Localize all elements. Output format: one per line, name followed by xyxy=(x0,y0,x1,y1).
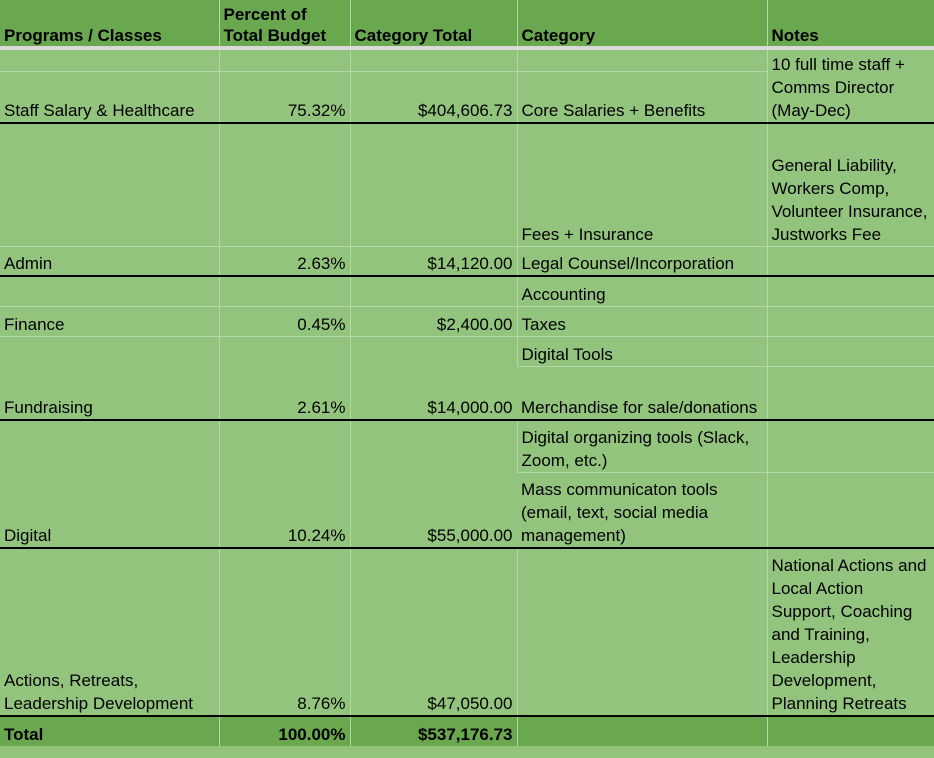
cell-program[interactable]: Staff Salary & Healthcare xyxy=(0,70,219,123)
cell-category[interactable]: Legal Counsel/Incorporation xyxy=(516,245,767,276)
cell-category[interactable] xyxy=(516,47,767,71)
cell-category[interactable]: Core Salaries + Benefits xyxy=(516,70,767,123)
table-row: Digital 10.24% $55,000.00 Digital organi… xyxy=(0,419,934,548)
cell-notes[interactable] xyxy=(766,335,934,366)
header-percent-line1: Percent of xyxy=(223,5,307,24)
cell-percent[interactable] xyxy=(218,275,350,306)
cell-notes[interactable] xyxy=(766,305,934,336)
table-row: Accounting xyxy=(0,275,934,306)
header-percent-line2: Total Budget xyxy=(223,26,327,45)
cell-category[interactable]: Digital Tools xyxy=(516,335,767,366)
table-row: Fundraising 2.61% $14,000.00 Digital Too… xyxy=(0,335,934,420)
cell-total[interactable] xyxy=(349,122,517,246)
cell-program[interactable]: Actions, Retreats, Leadership Developmen… xyxy=(0,547,219,716)
cell-notes[interactable]: National Actions and Local Action Suppor… xyxy=(766,547,934,716)
table-row: Mass communicaton tools (email, text, so… xyxy=(0,471,934,548)
cell-category[interactable]: Merchandise for sale/donations xyxy=(517,365,767,420)
cell-notes[interactable] xyxy=(766,365,934,420)
header-percent[interactable]: Percent of Total Budget xyxy=(218,0,350,50)
cell-total[interactable] xyxy=(349,275,517,306)
table-row: Actions, Retreats, Leadership Developmen… xyxy=(0,547,934,716)
cell-total[interactable] xyxy=(349,47,517,71)
header-category[interactable]: Category xyxy=(516,0,767,50)
header-notes[interactable]: Notes xyxy=(766,0,934,50)
cell-notes[interactable] xyxy=(766,419,934,472)
cell-category[interactable]: Mass communicaton tools (email, text, so… xyxy=(517,471,767,548)
cell-program[interactable]: Finance xyxy=(0,305,219,336)
cell-total[interactable]: $55,000.00 xyxy=(349,419,517,548)
header-category-total[interactable]: Category Total xyxy=(349,0,517,50)
total-notes[interactable] xyxy=(766,715,934,746)
cell-percent[interactable]: 75.32% xyxy=(218,70,350,123)
table-row: Staff Salary & Healthcare 75.32% $404,60… xyxy=(0,70,934,123)
cell-percent[interactable] xyxy=(218,47,350,71)
cell-program[interactable] xyxy=(0,122,219,246)
total-label[interactable]: Total xyxy=(0,715,219,746)
table-row: Admin 2.63% $14,120.00 Legal Counsel/Inc… xyxy=(0,245,934,276)
cell-total[interactable]: $47,050.00 xyxy=(349,547,517,716)
cell-notes[interactable] xyxy=(766,245,934,276)
cell-program[interactable] xyxy=(0,47,219,71)
cell-category[interactable] xyxy=(516,547,767,716)
cell-category[interactable]: Taxes xyxy=(516,305,767,336)
header-programs[interactable]: Programs / Classes xyxy=(0,0,219,50)
cell-program[interactable] xyxy=(0,275,219,306)
cell-notes[interactable] xyxy=(766,471,934,548)
cell-program[interactable]: Admin xyxy=(0,245,219,276)
cell-category[interactable]: Accounting xyxy=(516,275,767,306)
cell-total[interactable]: $2,400.00 xyxy=(349,305,517,336)
cell-total[interactable]: $404,606.73 xyxy=(349,70,517,123)
header-row: Programs / Classes Percent of Total Budge… xyxy=(0,0,934,50)
cell-percent[interactable]: 10.24% xyxy=(218,419,350,548)
cell-total[interactable]: $14,000.00 xyxy=(349,335,517,420)
cell-program[interactable]: Fundraising xyxy=(0,335,219,420)
total-amount[interactable]: $537,176.73 xyxy=(349,715,517,746)
cell-program[interactable]: Digital xyxy=(0,419,219,548)
cell-category[interactable]: Digital organizing tools (Slack, Zoom, e… xyxy=(516,419,767,472)
cell-notes[interactable]: General Liability, Workers Comp, Volunte… xyxy=(766,122,934,246)
cell-category[interactable]: Fees + Insurance xyxy=(516,122,767,246)
cell-percent[interactable] xyxy=(218,122,350,246)
cell-notes[interactable] xyxy=(766,275,934,306)
cell-notes[interactable]: 10 full time staff + Comms Director (May… xyxy=(766,47,934,123)
table-row: Fees + Insurance General Liability, Work… xyxy=(0,122,934,246)
cell-total[interactable]: $14,120.00 xyxy=(349,245,517,276)
table-row: Finance 0.45% $2,400.00 Taxes xyxy=(0,305,934,336)
total-percent[interactable]: 100.00% xyxy=(218,715,350,746)
cell-percent[interactable]: 2.63% xyxy=(218,245,350,276)
cell-percent[interactable]: 8.76% xyxy=(218,547,350,716)
total-row: Total 100.00% $537,176.73 xyxy=(0,715,934,746)
cell-percent[interactable]: 0.45% xyxy=(218,305,350,336)
table-row: 10 full time staff + Comms Director (May… xyxy=(0,47,934,123)
total-category[interactable] xyxy=(516,715,767,746)
table-row: Merchandise for sale/donations xyxy=(0,365,934,420)
cell-percent[interactable]: 2.61% xyxy=(218,335,350,420)
